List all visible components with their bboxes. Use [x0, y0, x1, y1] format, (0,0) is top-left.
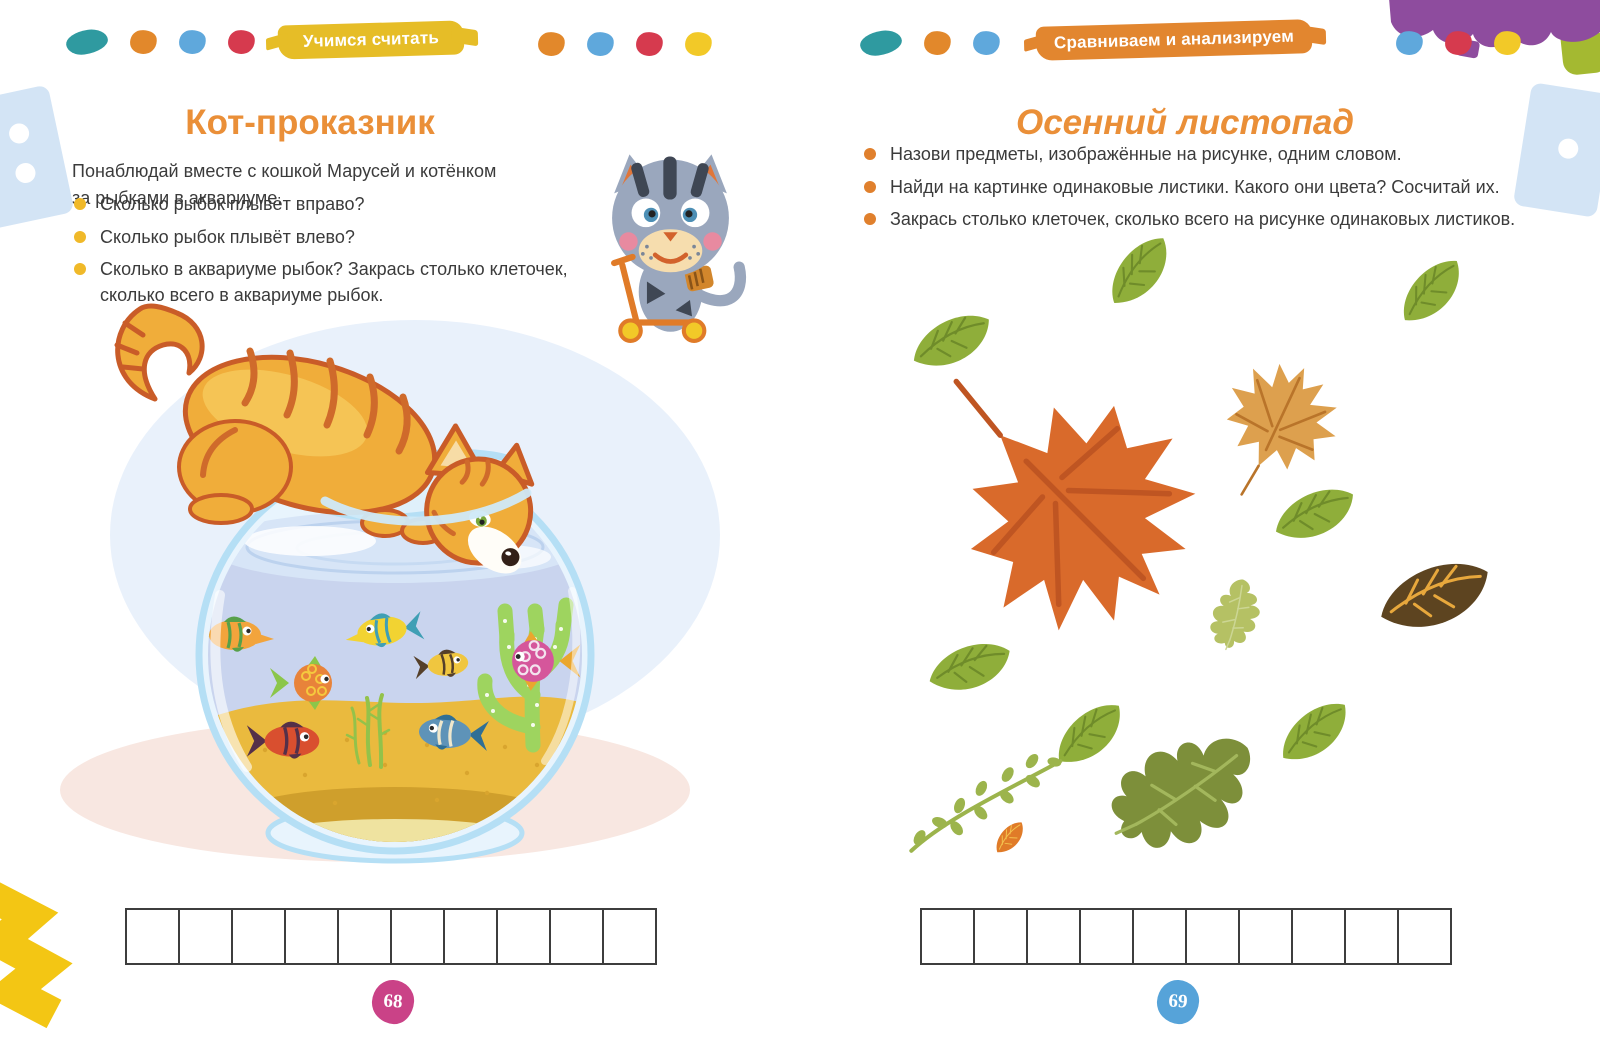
grid-cell[interactable] [127, 910, 180, 963]
leaf-simple [923, 637, 1016, 697]
puzzle-piece-decoration [0, 84, 75, 230]
leaf-simple [1267, 481, 1362, 547]
leaf-sprig [898, 745, 1074, 853]
grid-cell[interactable] [1081, 910, 1134, 963]
task-item: Назови предметы, изображённые на рисунке… [862, 142, 1562, 168]
fish [246, 721, 320, 759]
grid-cell[interactable] [1240, 910, 1293, 963]
leaf-simple [1371, 554, 1498, 638]
page-title: Кот-проказник [185, 103, 435, 143]
paint-dab [922, 29, 953, 57]
grid-cell[interactable] [233, 910, 286, 963]
grid-cell[interactable] [1187, 910, 1240, 963]
cat-and-aquarium-illustration [60, 303, 720, 864]
section-badge: Сравниваем и анализируем [1035, 19, 1313, 61]
grid-cell[interactable] [180, 910, 233, 963]
leaf-oak [1205, 574, 1267, 656]
answer-grid [125, 908, 657, 965]
falling-leaves-illustration [800, 228, 1498, 881]
leaf-simple [988, 817, 1031, 858]
paint-dab [1443, 29, 1474, 57]
fish [419, 714, 489, 751]
paint-dab [64, 27, 110, 57]
leaf-simple [1095, 228, 1184, 315]
grid-cell[interactable] [604, 910, 655, 963]
grid-cell[interactable] [1293, 910, 1346, 963]
grid-cell[interactable] [1028, 910, 1081, 963]
kitten-on-scooter-illustration [611, 154, 746, 343]
task-list: Назови предметы, изображённые на рисунке… [862, 142, 1562, 240]
leaf-simple [904, 307, 1000, 376]
intro-text: Понаблюдай вместе с кошкой Марусей и кот… [72, 161, 497, 208]
paint-dab [1492, 29, 1523, 57]
task-item: Сколько в аквариуме рыбок? Закрась столь… [72, 257, 632, 308]
fish [270, 656, 332, 710]
paint-dab-row [1394, 29, 1523, 57]
paint-dab [1394, 29, 1425, 57]
fish [413, 649, 469, 680]
leaf-simple [1268, 693, 1361, 771]
page-number-badge: 69 [1155, 978, 1201, 1026]
grid-cell[interactable] [1346, 910, 1399, 963]
page-number-badge: 68 [370, 978, 416, 1026]
task-item: Найди на картинке одинаковые листики. Ка… [862, 175, 1562, 201]
cat [114, 303, 535, 574]
yellow-brush-decoration [0, 882, 73, 1029]
grid-cell[interactable] [286, 910, 339, 963]
task-list: Сколько рыбок плывёт вправо? Сколько рыб… [72, 192, 632, 315]
coral [477, 597, 574, 753]
grid-cell[interactable] [1134, 910, 1187, 963]
leaf-simple [1388, 251, 1475, 332]
answer-grid [920, 908, 1452, 965]
paint-dab-row [536, 30, 714, 58]
seaweed [345, 693, 391, 769]
task-item: Сколько рыбок плывёт вправо? [72, 192, 632, 218]
grid-cell[interactable] [445, 910, 498, 963]
leaf-oak [1089, 705, 1278, 881]
puzzle-dot [13, 161, 38, 185]
grid-cell[interactable] [339, 910, 392, 963]
grid-cell[interactable] [922, 910, 975, 963]
paint-dab [634, 30, 665, 58]
task-item: Сколько рыбок плывёт влево? [72, 225, 632, 251]
paint-dab-row [64, 27, 257, 57]
page-title: Осенний листопад [1015, 103, 1355, 143]
grid-cell[interactable] [551, 910, 604, 963]
paint-dab [971, 29, 1002, 57]
paint-dab [585, 30, 616, 58]
puzzle-dot [7, 121, 31, 146]
task-item: Закрась столько клеточек, сколько всего … [862, 207, 1562, 233]
paint-dab-row [858, 28, 1002, 58]
grid-cell[interactable] [392, 910, 445, 963]
fish [345, 611, 425, 648]
grid-cell[interactable] [498, 910, 551, 963]
fish [208, 616, 274, 652]
section-badge: Учимся считать [277, 20, 465, 60]
paint-dab [536, 30, 567, 58]
grid-cell[interactable] [975, 910, 1028, 963]
paint-dab [858, 28, 904, 58]
paint-dab [226, 28, 257, 56]
grid-cell[interactable] [1399, 910, 1450, 963]
paint-dab [177, 28, 208, 56]
paint-dab [683, 30, 714, 58]
paint-dab [128, 28, 159, 56]
